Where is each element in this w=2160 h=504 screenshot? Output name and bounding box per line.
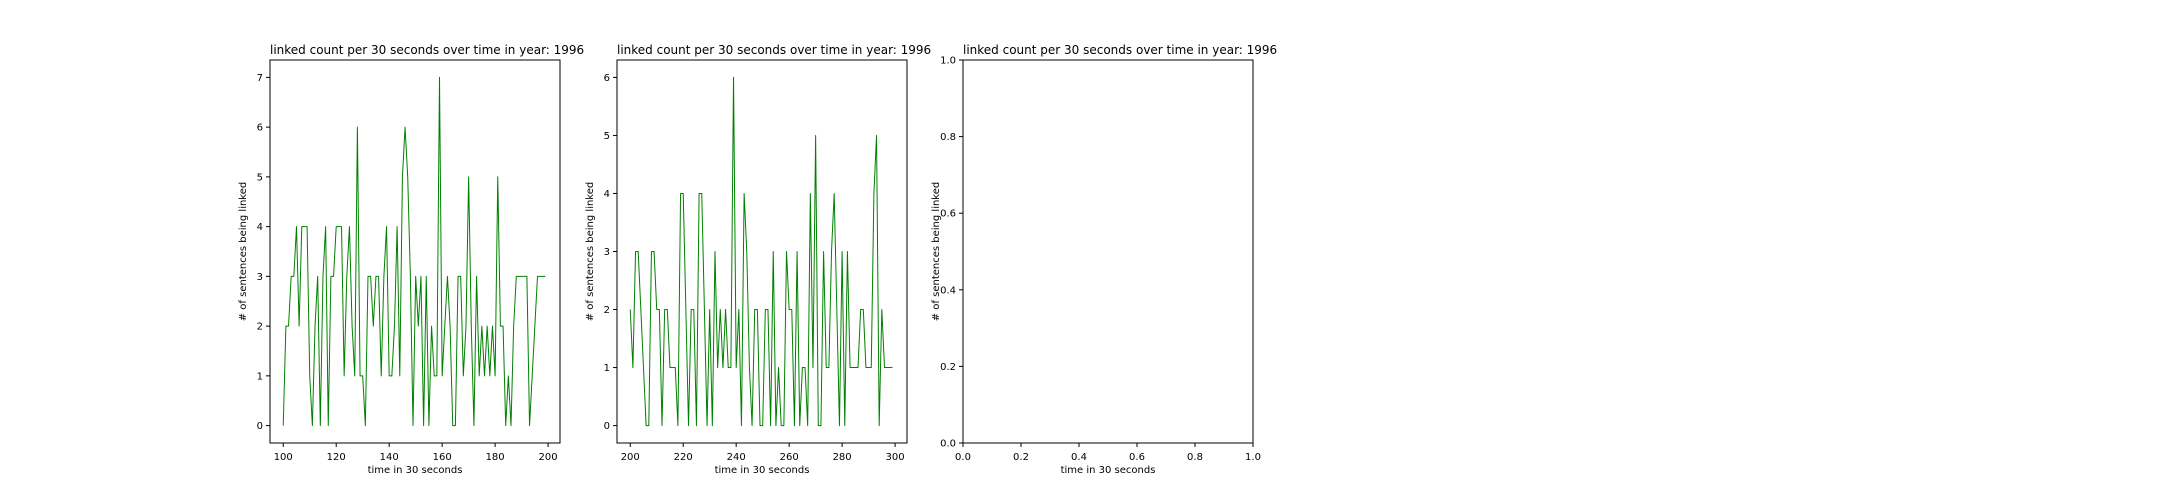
y-tick-label: 0.6 xyxy=(940,209,956,220)
plot-frame xyxy=(616,59,908,444)
series-line xyxy=(629,76,893,427)
y-axis-label: # of sentences being linked xyxy=(931,182,942,322)
x-axis-label: time in 30 seconds xyxy=(715,465,810,476)
x-tick-label: 0.4 xyxy=(1071,452,1087,463)
y-axis-label: # of sentences being linked xyxy=(238,182,249,322)
x-tick-label: 160 xyxy=(433,452,452,463)
y-tick-label: 3 xyxy=(604,247,610,258)
x-tick-label: 220 xyxy=(674,452,693,463)
y-tick-label: 0.0 xyxy=(940,439,956,450)
chart-title: linked count per 30 seconds over time in… xyxy=(963,43,1277,57)
y-tick-label: 6 xyxy=(604,73,610,84)
y-tick-label: 5 xyxy=(257,172,263,183)
x-tick-label: 260 xyxy=(780,452,799,463)
y-tick-label: 3 xyxy=(257,272,263,283)
y-tick-label: 2 xyxy=(604,305,610,316)
y-tick-label: 0 xyxy=(257,421,263,432)
y-tick-label: 2 xyxy=(257,322,263,333)
x-tick-label: 280 xyxy=(833,452,852,463)
y-axis-label: # of sentences being linked xyxy=(585,182,596,322)
chart-1: linked count per 30 seconds over time in… xyxy=(238,43,584,476)
y-tick-label: 6 xyxy=(257,123,263,134)
y-tick-label: 1.0 xyxy=(940,56,956,67)
x-tick-label: 0.6 xyxy=(1129,452,1145,463)
chart-title: linked count per 30 seconds over time in… xyxy=(617,43,931,57)
x-axis-label: time in 30 seconds xyxy=(1061,465,1156,476)
y-tick-label: 0 xyxy=(604,421,610,432)
plot-frame xyxy=(962,59,1254,444)
x-tick-label: 300 xyxy=(886,452,905,463)
y-tick-label: 7 xyxy=(257,73,263,84)
x-tick-label: 0.0 xyxy=(955,452,971,463)
y-tick-label: 0.4 xyxy=(940,285,956,296)
x-tick-label: 240 xyxy=(727,452,746,463)
y-tick-label: 1 xyxy=(257,371,263,382)
x-tick-label: 120 xyxy=(327,452,346,463)
x-tick-label: 200 xyxy=(621,452,640,463)
chart-title: linked count per 30 seconds over time in… xyxy=(270,43,584,57)
x-tick-label: 140 xyxy=(380,452,399,463)
chart-3: linked count per 30 seconds over time in… xyxy=(931,43,1277,476)
y-tick-label: 0.2 xyxy=(940,362,956,373)
y-tick-label: 4 xyxy=(257,222,263,233)
y-tick-label: 4 xyxy=(604,189,610,200)
y-tick-label: 0.8 xyxy=(940,132,956,143)
y-tick-label: 5 xyxy=(604,131,610,142)
x-axis-label: time in 30 seconds xyxy=(368,465,463,476)
x-tick-label: 1.0 xyxy=(1245,452,1261,463)
x-tick-label: 0.8 xyxy=(1187,452,1203,463)
x-tick-label: 200 xyxy=(539,452,558,463)
chart-2: linked count per 30 seconds over time in… xyxy=(585,43,931,476)
x-tick-label: 180 xyxy=(486,452,505,463)
x-tick-label: 0.2 xyxy=(1013,452,1029,463)
plot-frame xyxy=(269,59,561,444)
x-tick-label: 100 xyxy=(274,452,293,463)
series-line xyxy=(282,76,546,427)
y-tick-label: 1 xyxy=(604,363,610,374)
